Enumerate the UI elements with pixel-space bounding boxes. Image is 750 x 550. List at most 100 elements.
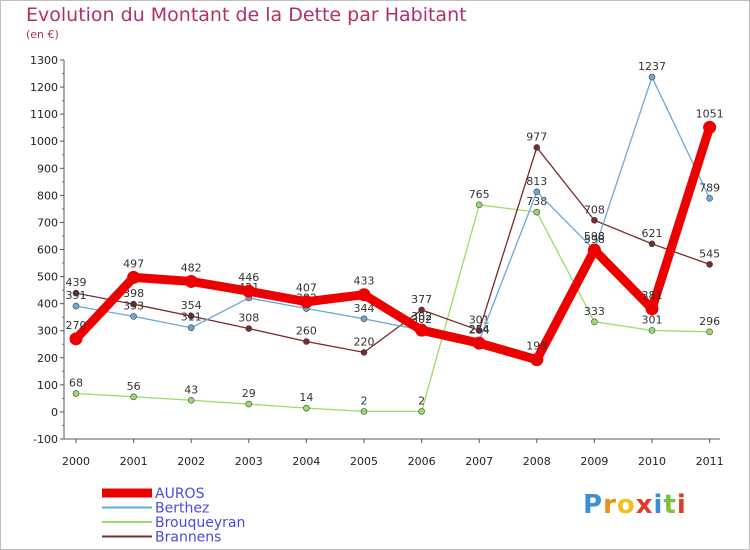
data-point [72,302,80,310]
data-label: 621 [642,227,663,240]
data-label: 301 [642,313,663,326]
logo-letter: P [583,490,604,520]
data-label: 738 [526,195,547,208]
series-line-brannens [75,146,711,354]
data-label: 333 [584,305,605,318]
logo-letter: x [635,490,654,520]
data-label: 68 [69,377,83,390]
y-tick-label: 1000 [30,135,58,148]
y-tick-label: -100 [33,433,58,446]
x-tick-label: 2001 [120,455,148,468]
data-point [533,208,541,216]
data-point [591,318,598,326]
x-tick-label: 2010 [638,455,666,468]
data-point [130,313,137,320]
data-label: 407 [296,282,317,295]
data-point [418,306,425,314]
y-tick-label: 200 [37,352,58,365]
series-line-brouqueyran [75,204,711,413]
data-point [706,195,713,202]
y-tick-label: 700 [37,216,58,229]
y-tick-label: 400 [37,298,58,311]
series-line-berthez [75,76,711,342]
data-label: 220 [354,335,375,348]
data-point [127,270,141,284]
data-point [591,216,598,224]
y-tick-label: 300 [37,325,58,338]
logo-letter: i [653,490,664,520]
data-point [706,328,713,336]
legend-label: AUROS [155,486,205,502]
data-label: 482 [181,261,202,274]
chart-subtitle: (en €) [26,28,59,41]
data-point [706,261,713,268]
data-point [242,284,256,298]
data-point [533,188,541,196]
data-label: 1237 [638,60,666,73]
data-point [357,288,371,302]
data-label: 43 [184,383,198,396]
data-label: 377 [411,293,432,306]
data-point [648,73,656,81]
data-label: 56 [127,380,141,393]
data-label: 14 [299,391,313,404]
data-label: 353 [123,299,144,312]
data-label: 270 [66,319,87,332]
y-tick-label: 600 [37,244,58,257]
data-point [130,300,137,308]
data-label: 598 [584,230,605,243]
data-label: 545 [699,247,720,260]
data-point [418,408,425,415]
data-point [648,327,656,334]
data-point [299,295,313,309]
logo-letter: t [663,490,677,520]
data-label: 29 [242,387,256,400]
data-label: 446 [238,271,259,284]
data-label: 433 [354,275,375,288]
data-point [360,315,368,323]
data-point [184,274,198,288]
data-point [533,144,541,151]
x-tick-label: 2009 [580,455,608,468]
y-tick-label: 100 [37,379,58,392]
x-tick-label: 2002 [177,455,205,468]
data-point [187,312,195,320]
data-point [245,325,253,332]
data-label: 260 [296,325,317,338]
legend-label: Brouqueyran [155,515,245,531]
x-tick-label: 2004 [292,455,320,468]
data-point [303,404,310,412]
y-tick-label: 900 [37,162,58,175]
data-point [475,201,483,209]
data-point [703,120,717,134]
data-point [130,393,137,401]
data-label: 497 [123,257,144,270]
x-tick-label: 2000 [62,455,90,468]
data-label: 813 [526,175,547,188]
data-label: 311 [181,311,202,324]
data-label: 977 [526,130,547,143]
data-label: 381 [642,289,663,302]
data-label: 1051 [696,107,724,120]
data-label: 2 [361,394,368,407]
legend-label: Berthez [155,501,209,517]
y-tick-label: 1300 [30,54,58,67]
data-point [648,240,656,248]
data-label: 308 [238,312,259,325]
data-label: 254 [469,323,490,336]
data-label: 193 [526,340,547,353]
data-label: 391 [66,289,87,302]
y-tick-label: 1200 [30,81,58,94]
data-point [475,327,483,334]
x-tick-label: 2007 [465,455,493,468]
data-point [360,408,368,415]
data-label: 2 [418,394,425,407]
data-point [245,400,253,408]
logo-letter: r [603,490,617,520]
logo-letter: o [616,490,636,520]
data-point [360,349,368,356]
data-point [187,324,195,332]
data-label: 765 [469,188,490,201]
data-label: 296 [699,315,720,328]
